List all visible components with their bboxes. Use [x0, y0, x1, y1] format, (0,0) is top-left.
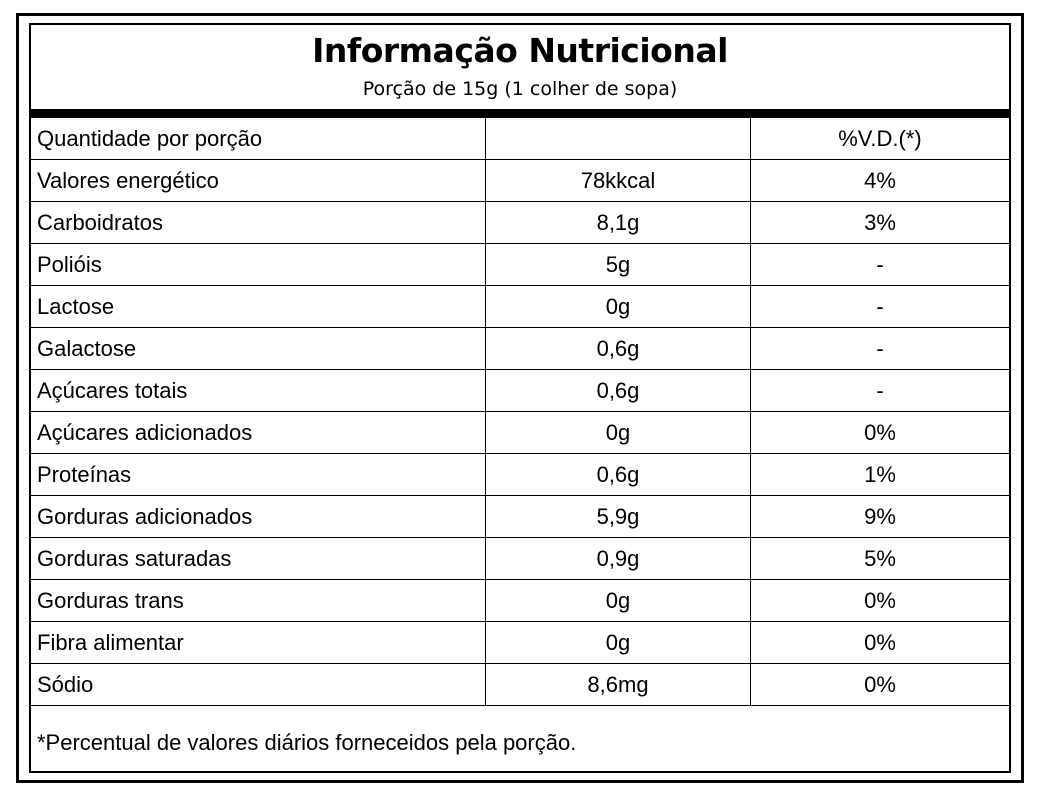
- label-header: Informação Nutricional Porção de 15g (1 …: [31, 25, 1009, 109]
- serving-size: Porção de 15g (1 colher de sopa): [362, 78, 678, 100]
- nutrient-daily-value: 0%: [750, 579, 1009, 622]
- nutrient-name: Gorduras trans: [31, 579, 486, 622]
- nutrient-daily-value: 5%: [750, 537, 1009, 580]
- table-row: Polióis 5g -: [31, 243, 1009, 286]
- page-title: Informação Nutricional: [312, 31, 728, 70]
- header-amount: [485, 118, 751, 160]
- nutrient-daily-value: 0%: [750, 411, 1009, 454]
- nutrient-name: Galactose: [31, 327, 486, 370]
- table-row: Valores energético 78kkcal 4%: [31, 159, 1009, 202]
- nutrition-table: Quantidade por porção %V.D.(*) Valores e…: [31, 118, 1009, 706]
- header-divider: [31, 109, 1009, 118]
- nutrition-label-inner: Informação Nutricional Porção de 15g (1 …: [29, 23, 1011, 773]
- nutrient-name: Sódio: [31, 663, 486, 706]
- table-row: Lactose 0g -: [31, 285, 1009, 328]
- nutrient-name: Proteínas: [31, 453, 486, 496]
- nutrient-daily-value: 9%: [750, 495, 1009, 538]
- header-label: Quantidade por porção: [31, 118, 486, 160]
- nutrient-amount: 5,9g: [485, 495, 751, 538]
- nutrient-amount: 0,9g: [485, 537, 751, 580]
- nutrient-name: Carboidratos: [31, 201, 486, 244]
- table-row: Gorduras adicionados 5,9g 9%: [31, 495, 1009, 538]
- table-row: Fibra alimentar 0g 0%: [31, 621, 1009, 664]
- nutrient-name: Açúcares adicionados: [31, 411, 486, 454]
- nutrient-amount: 0g: [485, 411, 751, 454]
- nutrient-amount: 0g: [485, 285, 751, 328]
- footnote: *Percentual de valores diários forneceid…: [37, 730, 577, 755]
- nutrient-name: Açúcares totais: [31, 369, 486, 412]
- nutrient-amount: 0,6g: [485, 453, 751, 496]
- nutrient-amount: 0,6g: [485, 327, 751, 370]
- nutrient-daily-value: 0%: [750, 621, 1009, 664]
- nutrient-daily-value: 0%: [750, 663, 1009, 706]
- nutrient-amount: 0,6g: [485, 369, 751, 412]
- nutrient-amount: 5g: [485, 243, 751, 286]
- nutrient-name: Fibra alimentar: [31, 621, 486, 664]
- nutrient-name: Gorduras saturadas: [31, 537, 486, 580]
- table-row: Açúcares totais 0,6g -: [31, 369, 1009, 412]
- nutrient-daily-value: -: [750, 369, 1009, 412]
- table-row: Proteínas 0,6g 1%: [31, 453, 1009, 496]
- nutrient-amount: 0g: [485, 621, 751, 664]
- table-row: Gorduras saturadas 0,9g 5%: [31, 537, 1009, 580]
- table-row: Carboidratos 8,1g 3%: [31, 201, 1009, 244]
- nutrient-amount: 8,6mg: [485, 663, 751, 706]
- nutrient-amount: 0g: [485, 579, 751, 622]
- nutrient-daily-value: -: [750, 243, 1009, 286]
- nutrient-name: Valores energético: [31, 159, 486, 202]
- nutrient-name: Gorduras adicionados: [31, 495, 486, 538]
- table-row: Sódio 8,6mg 0%: [31, 663, 1009, 706]
- table-row: Galactose 0,6g -: [31, 327, 1009, 370]
- nutrient-daily-value: 4%: [750, 159, 1009, 202]
- nutrient-daily-value: -: [750, 285, 1009, 328]
- nutrient-daily-value: -: [750, 327, 1009, 370]
- nutrient-name: Polióis: [31, 243, 486, 286]
- table-row: Açúcares adicionados 0g 0%: [31, 411, 1009, 454]
- nutrition-label: Informação Nutricional Porção de 15g (1 …: [16, 13, 1024, 783]
- table-row: Gorduras trans 0g 0%: [31, 579, 1009, 622]
- table-header-row: Quantidade por porção %V.D.(*): [31, 118, 1009, 160]
- header-daily-value: %V.D.(*): [750, 118, 1009, 160]
- nutrient-daily-value: 1%: [750, 453, 1009, 496]
- nutrient-amount: 8,1g: [485, 201, 751, 244]
- nutrient-amount: 78kkcal: [485, 159, 751, 202]
- nutrient-name: Lactose: [31, 285, 486, 328]
- nutrient-daily-value: 3%: [750, 201, 1009, 244]
